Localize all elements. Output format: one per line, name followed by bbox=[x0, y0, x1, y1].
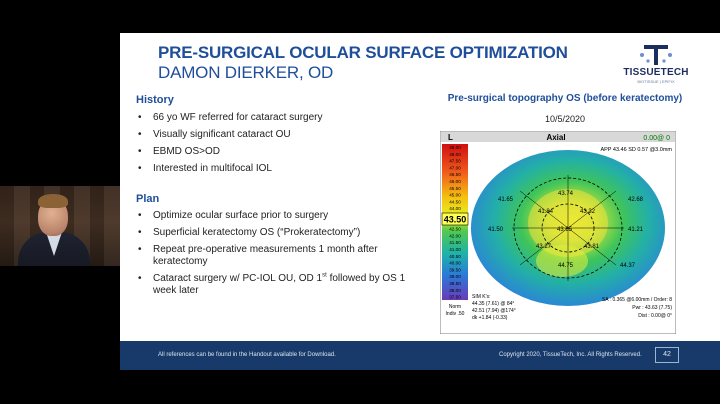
cornea-inferior-zone bbox=[536, 245, 588, 277]
map-value: 41.84 bbox=[538, 209, 554, 215]
scale-tick-label: 47.50 bbox=[449, 159, 461, 164]
topography-app-readout: APP 43.46 SD 0.57 @3.0mm bbox=[600, 147, 672, 153]
presentation-slide: PRE-SURGICAL OCULAR SURFACE OPTIMIZATION… bbox=[120, 33, 720, 370]
plan-list: Optimize ocular surface prior to surgery… bbox=[136, 210, 416, 302]
tissuetech-logo: TISSUETECH BIOTISSUE | EPIFIX bbox=[616, 41, 696, 84]
sa-readout: SA : 0.365 @6.00mm / Order: 8 bbox=[602, 297, 672, 303]
scale-tick-label: 41.00 bbox=[449, 247, 461, 252]
scale-tick-label: 45.50 bbox=[449, 186, 461, 191]
topography-mode-label: Axial bbox=[546, 133, 565, 142]
topography-readout: 0.00@ 0 bbox=[643, 135, 670, 142]
history-list: 66 yo WF referred for cataract surgery V… bbox=[136, 112, 416, 180]
map-value: 43.74 bbox=[558, 191, 574, 197]
dist-readout: Dist : 0.00@ 0° bbox=[638, 313, 672, 319]
map-value: 42.68 bbox=[628, 197, 644, 203]
plan-item-4-text: Cataract surgery w/ PC-IOL OU, OD 1 bbox=[153, 273, 323, 284]
topography-title: Pre-surgical topography OS (before kerat… bbox=[447, 93, 683, 104]
scale-tick-label: 41.50 bbox=[449, 240, 461, 245]
plan-item: Cataract surgery w/ PC-IOL OU, OD 1st fo… bbox=[136, 273, 416, 297]
scale-tick-label: 48.00 bbox=[449, 152, 461, 157]
map-value: 41.65 bbox=[498, 197, 514, 203]
plan-item: Optimize ocular surface prior to surgery bbox=[136, 210, 416, 222]
history-item: Visually significant cataract OU bbox=[136, 129, 416, 141]
map-value: 44.75 bbox=[558, 263, 574, 269]
map-value: 43.81 bbox=[584, 244, 600, 250]
history-item: 66 yo WF referred for cataract surgery bbox=[136, 112, 416, 124]
map-value: 41.50 bbox=[488, 227, 504, 233]
logo-subtext: BIOTISSUE | EPIFIX bbox=[637, 79, 675, 84]
scale-tick-label: 45.00 bbox=[449, 193, 461, 198]
simk-value-2: 42.51 (7.94) @174° bbox=[472, 308, 516, 314]
plan-item: Repeat pre-operative measurements 1 mont… bbox=[136, 244, 416, 268]
slide-subtitle: DAMON DIERKER, OD bbox=[158, 63, 334, 82]
scale-highlight-value: 43.50 bbox=[444, 215, 467, 225]
topography-date: 10/5/2020 bbox=[544, 114, 586, 124]
scale-tick-label: 44.50 bbox=[449, 199, 461, 204]
simk-value-1: 44.35 (7.61) @ 84° bbox=[472, 301, 514, 307]
scale-tick-label: 46.50 bbox=[449, 172, 461, 177]
footer-references-note: All references can be found in the Hando… bbox=[158, 352, 336, 358]
map-value: 41.21 bbox=[628, 227, 644, 233]
footer-copyright: Copyright 2020, TissueTech, Inc. All Rig… bbox=[499, 352, 642, 358]
plan-item: Superficial keratectomy OS (“Prokeratect… bbox=[136, 227, 416, 239]
scale-tick-label: 38.00 bbox=[449, 288, 461, 293]
logo-wordmark: TISSUETECH bbox=[623, 67, 689, 78]
slide-page-number: 42 bbox=[655, 347, 679, 363]
scale-tick-label: 38.50 bbox=[449, 281, 461, 286]
scale-highlight-box bbox=[441, 212, 469, 226]
slide-title: PRE-SURGICAL OCULAR SURFACE OPTIMIZATION bbox=[158, 43, 568, 62]
map-value: 43.27 bbox=[536, 244, 552, 250]
slide-footer: All references can be found in the Hando… bbox=[120, 341, 720, 370]
scale-tick-label: 42.50 bbox=[449, 227, 461, 232]
history-heading: History bbox=[136, 94, 174, 106]
presenter-webcam-video bbox=[0, 186, 120, 266]
scale-tick-label: 42.00 bbox=[449, 233, 461, 238]
scale-tick-label: 37.50 bbox=[449, 295, 461, 300]
history-item: EBMD OS>OD bbox=[136, 146, 416, 158]
scale-tick-label: 44.00 bbox=[449, 206, 461, 211]
scale-tick-label: 48.00 bbox=[449, 145, 461, 150]
simk-delta: dk +1.84 (-0.33) bbox=[472, 315, 508, 321]
pwr-readout: Pwr : 43.63 (7.75) bbox=[632, 305, 672, 311]
scale-tick-label: 40.00 bbox=[449, 261, 461, 266]
map-value: 43.32 bbox=[580, 209, 596, 215]
scale-indiv-label: Indiv .50 bbox=[446, 311, 465, 317]
scale-tick-label: 47.00 bbox=[449, 165, 461, 170]
scale-norm-label: Norm bbox=[449, 304, 461, 310]
scale-tick-label: 39.00 bbox=[449, 274, 461, 279]
plan-item-4-text-end: followed by OS 1 week later bbox=[153, 273, 406, 296]
simk-heading: SIM K's: bbox=[472, 294, 490, 300]
map-value: 43.65 bbox=[557, 227, 573, 233]
scale-tick-label: 46.00 bbox=[449, 179, 461, 184]
plan-heading: Plan bbox=[136, 193, 160, 205]
history-item: Interested in multifocal IOL bbox=[136, 163, 416, 175]
plan-item-4-superscript: st bbox=[322, 272, 327, 279]
presenter-hair bbox=[38, 194, 68, 208]
topography-eye-label: L bbox=[448, 133, 453, 142]
topography-header-bar bbox=[441, 132, 675, 142]
scale-tick-label: 39.50 bbox=[449, 267, 461, 272]
tissuetech-logo-mark-icon bbox=[640, 45, 672, 65]
scale-tick-label: 40.50 bbox=[449, 254, 461, 259]
map-value: 44.37 bbox=[620, 263, 636, 269]
